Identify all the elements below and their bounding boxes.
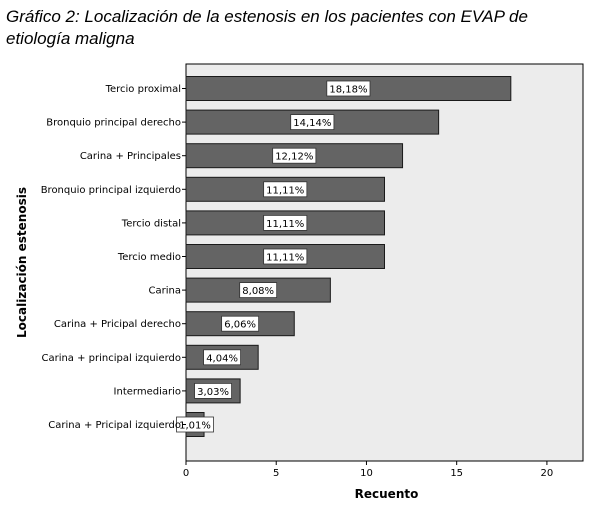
- bar: [185, 344, 259, 370]
- data-label: 4,04%: [206, 353, 238, 364]
- data-label-box: [263, 181, 308, 198]
- bar-series: 18,18% 14,14% 12,12% 11,11% 11,11% 11,11% 8,08…: [176, 76, 512, 437]
- category-labels: Tercio proximal Bronquio principal derech…: [41, 84, 186, 431]
- data-label: 8,08%: [242, 286, 274, 297]
- category-label: Tercio medio: [117, 252, 181, 263]
- y-axis-label: Localización estenosis: [15, 187, 29, 338]
- data-label-box: [221, 315, 260, 332]
- data-label-box: [203, 349, 241, 366]
- data-label: 14,14%: [293, 118, 331, 129]
- x-tick-label: 5: [273, 468, 279, 479]
- data-label: 18,18%: [329, 85, 367, 96]
- category-label: Bronquio principal derecho: [46, 118, 181, 129]
- bar: [185, 277, 331, 303]
- data-label: 11,11%: [266, 219, 304, 230]
- category-label: Carina + Pricipal derecho: [54, 319, 181, 330]
- x-tick-label: 0: [183, 468, 189, 479]
- x-tick-label: 15: [450, 468, 463, 479]
- data-label-box: [263, 214, 308, 231]
- category-label: Carina + principal izquierdo: [41, 353, 181, 364]
- category-label: Tercio distal: [121, 218, 181, 229]
- category-label: Carina: [149, 286, 181, 297]
- category-label: Intermediario: [114, 386, 181, 397]
- x-tick-label: 20: [541, 468, 554, 479]
- data-label: 11,11%: [266, 185, 304, 196]
- data-label: 12,12%: [275, 152, 313, 163]
- category-label: Carina + Principales: [80, 151, 181, 162]
- chart-title: Gráfico 2: Localización de la estenosis …: [6, 7, 528, 48]
- data-label: 6,06%: [224, 320, 256, 331]
- data-label: 1,01%: [179, 421, 211, 432]
- data-label-box: [239, 282, 278, 299]
- data-label: 3,03%: [197, 387, 229, 398]
- data-label: 11,11%: [266, 253, 304, 264]
- x-axis: 0 5 10 15 20: [183, 461, 553, 479]
- data-label-box: [263, 248, 308, 265]
- x-tick-label: 10: [360, 468, 373, 479]
- category-label: Bronquio principal izquierdo: [41, 185, 181, 196]
- data-label-box: [290, 114, 335, 130]
- data-label-box: [194, 382, 232, 399]
- category-label: Carina + Pricipal izquierdo: [48, 420, 181, 431]
- x-axis-label: Recuento: [355, 487, 419, 501]
- category-label: Tercio proximal: [105, 84, 181, 95]
- data-label-box: [326, 80, 371, 97]
- data-label-box: [176, 416, 214, 433]
- data-label-box: [272, 147, 317, 164]
